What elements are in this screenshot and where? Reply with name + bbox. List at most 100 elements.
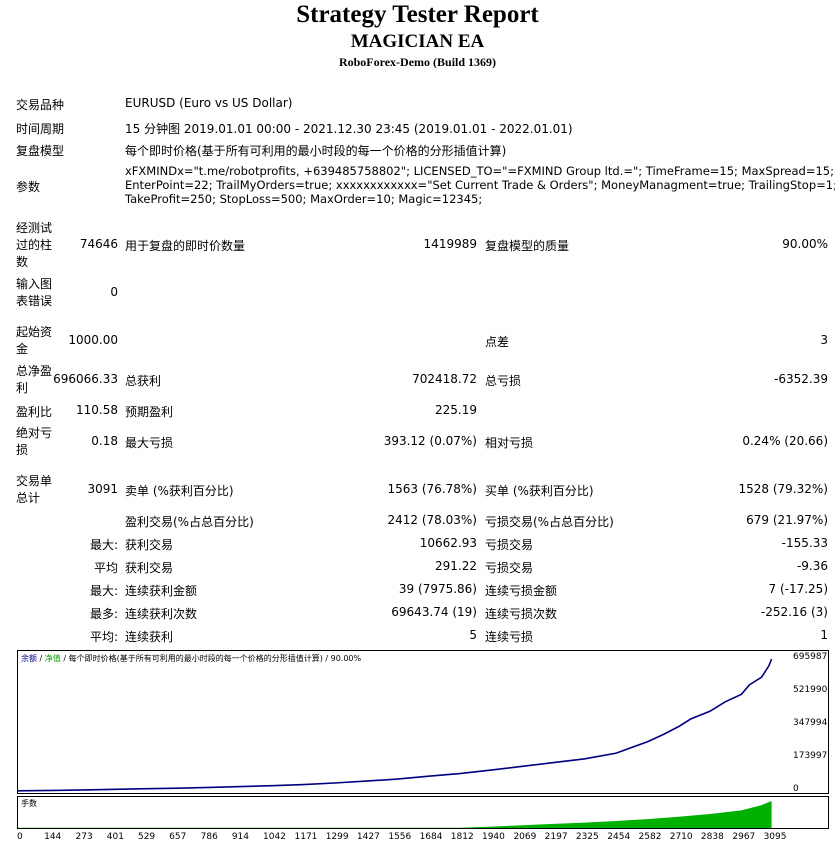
absdd-value: 0.18 [91,434,118,448]
long-label: 买单 (%获利百分比) [485,484,594,498]
x-tick-label: 914 [231,832,250,842]
x-tick-label: 1042 [263,832,286,842]
x-tick-label: 273 [75,832,93,842]
caption-model: / 每个即时价格(基于所有可利用的最小时段的每一个价格的分形插值计算) / 90… [63,654,362,663]
mostcons-profit-value: 69643.74 (19) [391,605,477,619]
short-label: 卖单 (%获利百分比) [125,484,234,498]
period-label: 时间周期 [16,122,65,136]
loss-trades-label: 亏损交易(%占总百分比) [485,515,614,529]
params-line-3: TakeProfit=250; StopLoss=500; MaxOrder=1… [125,192,483,206]
lots-label: 手数 [21,799,37,808]
profit-trades-value: 2412 (78.03%) [387,513,477,527]
report-title: Strategy Tester Report [296,1,539,28]
x-tick-label: 529 [137,832,156,842]
avgcons-losses-value: 1 [820,628,828,642]
payoff-label: 预期盈利 [125,405,174,419]
short-value: 1563 (76.78%) [387,482,477,496]
mostcons-prefix: 最多: [89,607,118,621]
x-tick-label: 2710 [669,832,693,842]
quality-value: 90.00% [782,237,828,251]
balance-chart: 余额 / 净值 / 每个即时价格(基于所有可利用的最小时段的每一个价格的分形插值… [17,650,829,794]
largest-loss-value: -155.33 [781,536,828,550]
params-label: 参数 [16,180,41,194]
loss-trades-value: 679 (21.97%) [746,513,828,527]
ticks-label: 用于复盘的即时价数量 [125,239,246,253]
period-value: 15 分钟图 2019.01.01 00:00 - 2021.12.30 23:… [125,122,573,136]
x-tick-label: 2197 [544,832,568,842]
y-tick-label: 0 [793,784,799,794]
largest-loss-label: 亏损交易 [485,538,534,552]
x-tick-label: 1940 [481,832,505,842]
x-tick-label: 0 [17,832,23,842]
errors-value: 0 [110,285,118,299]
lots-chart-svg [18,801,772,828]
errors-label: 输入图表错误 [16,277,53,308]
maxcons-wins-label: 连续获利金额 [125,584,198,598]
mostcons-loss-label: 连续亏损次数 [485,607,558,621]
model-label: 复盘模型 [16,144,65,158]
mostcons-loss-value: -252.16 (3) [760,605,828,619]
pf-value: 110.58 [76,403,118,417]
ea-name: MAGICIAN EA [350,31,485,52]
netprofit-label: 总净盈利 [16,364,53,395]
bars-label: 经测试过的柱数 [16,221,53,269]
x-tick-label: 1556 [388,832,412,842]
x-tick-label: 2582 [638,832,662,842]
x-tick-label: 786 [200,832,218,842]
avgcons-wins-value: 5 [469,628,477,642]
x-tick-label: 1427 [356,832,380,842]
reldd-label: 相对亏损 [485,436,534,450]
x-tick-label: 1812 [450,832,474,842]
x-tick-label: 1684 [419,832,443,842]
absdd-label: 绝对亏损 [16,426,53,457]
x-tick-label: 2967 [732,832,756,842]
x-tick-label: 2838 [700,832,724,842]
average-prefix: 平均 [93,561,118,575]
caption-sep1: / [39,654,43,663]
caption-balance: 余额 [21,654,37,663]
grossprofit-value: 702418.72 [412,372,477,386]
avgcons-losses-label: 连续亏损 [485,630,534,644]
avgcons-prefix: 平均: [89,630,118,644]
average-loss-value: -9.36 [796,559,828,573]
y-tick-label: 347994 [793,717,828,728]
model-value: 每个即时价格(基于所有可利用的最小时段的每一个价格的分形插值计算) [125,144,507,158]
grossloss-label: 总亏损 [485,374,522,388]
symbol-label: 交易品种 [16,98,65,112]
reldd-value: 0.24% (20.66) [742,434,828,448]
balance-line [17,658,773,792]
x-tick-label: 2069 [513,832,537,842]
netprofit-value: 696066.33 [53,372,118,386]
bars-value: 74646 [79,237,118,251]
deposit-label: 起始资金 [16,325,53,356]
deposit-value: 1000.00 [68,333,118,347]
payoff-value: 225.19 [435,403,477,417]
maxdd-value: 393.12 (0.07%) [383,434,477,448]
x-tick-label: 2325 [575,832,599,842]
profit-trades-label: 盈利交易(%占总百分比) [125,515,254,529]
mostcons-profit-label: 连续获利次数 [125,607,198,621]
quality-label: 复盘模型的质量 [485,239,570,253]
total-value: 3091 [87,482,118,496]
spread-label: 点差 [485,335,510,349]
x-tick-label: 657 [169,832,187,842]
maxcons-losses-label: 连续亏损金额 [485,584,558,598]
y-tick-label: 173997 [793,750,828,761]
server-info: RoboForex-Demo (Build 1369) [338,55,497,69]
spread-value: 3 [820,333,828,347]
largest-prefix: 最大: [89,538,118,552]
ticks-value: 1419989 [423,237,477,251]
average-loss-label: 亏损交易 [485,561,534,575]
maxcons-prefix: 最大: [89,584,118,598]
largest-profit-label: 获利交易 [125,538,174,552]
x-tick-label: 144 [44,832,62,842]
maxcons-losses-value: 7 (-17.25) [768,582,829,596]
params-line-1: xFXMINDx="t.me/robotprofits, +6394857588… [125,164,834,178]
caption-equity: 净值 [44,654,61,663]
params-line-2: EnterPoint=22; TrailMyOrders=true; xxxxx… [125,178,835,192]
avgcons-wins-label: 连续获利 [125,630,174,644]
grossloss-value: -6352.39 [774,372,828,386]
average-profit-label: 获利交易 [125,561,174,575]
total-label: 交易单总计 [16,474,53,505]
y-tick-label: 521990 [793,685,828,695]
